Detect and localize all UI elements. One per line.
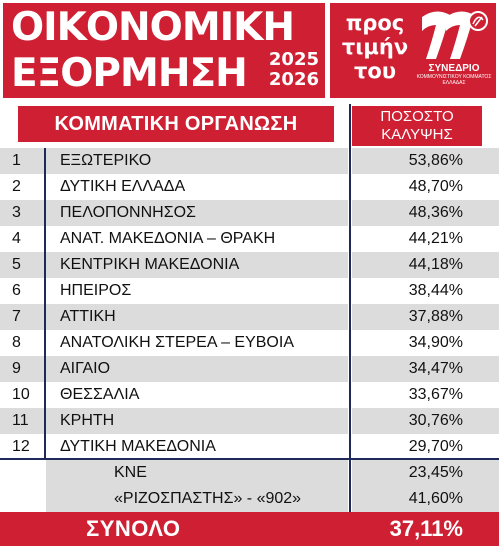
row-coverage: 34,90% xyxy=(408,334,463,351)
row-organization: ΑΤΤΙΚΗ xyxy=(46,304,348,330)
logo-subcaption: ΚΟΜΜΟΥΝΙΣΤΙΚΟΥ ΚΟΜΜΑΤΟΣ ΕΛΛΑΔΑΣ xyxy=(416,74,492,86)
row-organization: ΔΥΤΙΚΗ ΕΛΛΑΔΑ xyxy=(60,178,186,195)
row-organization: ΑΝΑΤΟΛΙΚΗ ΣΤΕΡΕΑ – ΕΥΒΟΙΑ xyxy=(60,334,294,351)
table-row: 10 ΘΕΣΣΑΛΙΑ 33,67% xyxy=(0,382,499,408)
title-line2: ΕΞΟΡΜΗΣΗ xyxy=(11,51,248,96)
row-number: 2 xyxy=(12,178,21,195)
row-number: 4 xyxy=(12,230,21,247)
row-number: 3 xyxy=(0,200,44,226)
row-number: 12 xyxy=(12,438,30,455)
column-divider xyxy=(349,104,351,524)
row-organization: ΚΕΝΤΡΙΚΗ ΜΑΚΕΔΟΝΙΑ xyxy=(46,252,348,278)
total-coverage: 37,11% xyxy=(389,516,463,541)
row-coverage: 30,76% xyxy=(352,408,499,434)
table-header: ΚΟΜΜΑΤΙΚΗ ΟΡΓΑΝΩΣΗ ΠΟΣΟΣΤΟ ΚΑΛΥΨΗΣ xyxy=(0,104,499,148)
table-row-extra: «ΡΙΖΟΣΠΑΣΤΗΣ» - «902» 41,60% xyxy=(0,486,499,512)
column-divider xyxy=(44,148,46,460)
row-organization: «ΡΙΖΟΣΠΑΣΤΗΣ» - «902» xyxy=(46,486,348,512)
row-coverage: 44,21% xyxy=(408,230,463,247)
row-coverage: 37,88% xyxy=(352,304,499,330)
row-coverage: 34,47% xyxy=(352,356,499,382)
row-coverage: 48,36% xyxy=(352,200,499,226)
honor-line3: του xyxy=(353,59,396,83)
row-organization: ΠΕΛΟΠΟΝΝΗΣΟΣ xyxy=(46,200,348,226)
row-divider xyxy=(0,458,499,460)
row-organization: ΕΞΩΤΕΡΙΚΟ xyxy=(46,148,348,174)
column-header-organization: ΚΟΜΜΑΤΙΚΗ ΟΡΓΑΝΩΣΗ xyxy=(18,106,334,142)
year-end: 2026 xyxy=(268,69,319,90)
row-coverage: 23,45% xyxy=(352,460,499,486)
row-number: 1 xyxy=(0,148,44,174)
row-number: 6 xyxy=(12,282,21,299)
row-number: 11 xyxy=(0,408,44,434)
row-number: 8 xyxy=(12,334,21,351)
row-coverage: 33,67% xyxy=(408,386,463,403)
table-row: 11 ΚΡΗΤΗ 30,76% xyxy=(0,408,499,434)
table-row-extra: ΚΝΕ 23,45% xyxy=(0,460,499,486)
row-organization: ΑΝΑΤ. ΜΑΚΕΔΟΝΙΑ – ΘΡΑΚΗ xyxy=(60,230,276,247)
congress-logo-icon xyxy=(422,11,488,60)
column-header-coverage-line2: ΚΑΛΥΨΗΣ xyxy=(381,126,453,143)
row-organization: ΘΕΣΣΑΛΙΑ xyxy=(60,386,140,403)
row-coverage: 48,70% xyxy=(408,178,463,195)
honor-line1: προς xyxy=(345,11,405,35)
row-coverage: 41,60% xyxy=(352,486,499,512)
table-row: 2 ΔΥΤΙΚΗ ΕΛΛΑΔΑ 48,70% xyxy=(0,174,499,200)
table-row: 3 ΠΕΛΟΠΟΝΝΗΣΟΣ 48,36% xyxy=(0,200,499,226)
row-number: 7 xyxy=(0,304,44,330)
total-label: ΣΥΝΟΛΟ xyxy=(86,516,181,541)
table-row: 7 ΑΤΤΙΚΗ 37,88% xyxy=(0,304,499,330)
table-row: 9 ΑΙΓΑΙΟ 34,47% xyxy=(0,356,499,382)
table-row: 5 ΚΕΝΤΡΙΚΗ ΜΑΚΕΔΟΝΙΑ 44,18% xyxy=(0,252,499,278)
row-coverage: 53,86% xyxy=(352,148,499,174)
title-banner: ΟΙΚΟΝΟΜΙΚΗ ΕΞΟΡΜΗΣΗ 2025 2026 xyxy=(3,3,325,98)
row-number: 9 xyxy=(0,356,44,382)
honor-text: προς τιμήν του xyxy=(340,11,410,83)
row-coverage: 38,44% xyxy=(408,282,463,299)
honor-line2: τιμήν xyxy=(341,35,409,59)
table-row: 4 ΑΝΑΤ. ΜΑΚΕΔΟΝΙΑ – ΘΡΑΚΗ 44,21% xyxy=(0,226,499,252)
year-start: 2025 xyxy=(268,49,319,70)
row-organization: ΑΙΓΑΙΟ xyxy=(46,356,348,382)
column-header-coverage-line1: ΠΟΣΟΣΤΟ xyxy=(380,108,454,125)
table-row: 8 ΑΝΑΤΟΛΙΚΗ ΣΤΕΡΕΑ – ΕΥΒΟΙΑ 34,90% xyxy=(0,330,499,356)
row-organization: ΗΠΕΙΡΟΣ xyxy=(60,282,132,299)
table-row: 6 ΗΠΕΙΡΟΣ 38,44% xyxy=(0,278,499,304)
row-organization: ΚΡΗΤΗ xyxy=(46,408,348,434)
logo-caption: ΣΥΝΕΔΡΙΟ xyxy=(428,63,480,74)
row-organization: ΚΝΕ xyxy=(46,460,348,486)
row-number: 10 xyxy=(12,386,30,403)
total-row: ΣΥΝΟΛΟ 37,11% xyxy=(0,512,499,546)
row-number: 5 xyxy=(0,252,44,278)
row-coverage: 29,70% xyxy=(408,438,463,455)
honor-banner: προς τιμήν του ΣΥΝΕΔΡΙΟ ΚΟΜΜΟΥΝΙΣΤΙΚΟΥ Κ… xyxy=(330,3,496,98)
title-line1: ΟΙΚΟΝΟΜΙΚΗ xyxy=(11,5,295,50)
row-organization: ΔΥΤΙΚΗ ΜΑΚΕΔΟΝΙΑ xyxy=(60,438,216,455)
row-coverage: 44,18% xyxy=(352,252,499,278)
column-header-coverage: ΠΟΣΟΣΤΟ ΚΑΛΥΨΗΣ xyxy=(352,106,482,146)
table-row: 1 ΕΞΩΤΕΡΙΚΟ 53,86% xyxy=(0,148,499,174)
header: ΟΙΚΟΝΟΜΙΚΗ ΕΞΟΡΜΗΣΗ 2025 2026 προς τιμήν… xyxy=(0,0,499,108)
table-row: 12 ΔΥΤΙΚΗ ΜΑΚΕΔΟΝΙΑ 29,70% xyxy=(0,434,499,460)
